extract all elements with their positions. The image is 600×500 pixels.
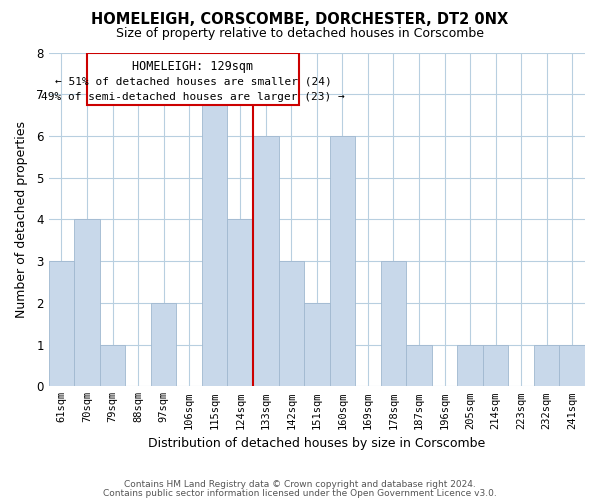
Bar [278, 261, 304, 386]
Bar [49, 261, 74, 386]
Bar [151, 303, 176, 386]
Bar [406, 344, 432, 387]
Bar [253, 136, 278, 386]
Bar [100, 344, 125, 387]
Text: HOMELEIGH, CORSCOMBE, DORCHESTER, DT2 0NX: HOMELEIGH, CORSCOMBE, DORCHESTER, DT2 0N… [91, 12, 509, 28]
Bar [457, 344, 483, 387]
Bar [227, 220, 253, 386]
Bar [329, 136, 355, 386]
Text: 49% of semi-detached houses are larger (23) →: 49% of semi-detached houses are larger (… [41, 92, 345, 102]
Bar [74, 220, 100, 386]
Y-axis label: Number of detached properties: Number of detached properties [15, 121, 28, 318]
Text: Contains HM Land Registry data © Crown copyright and database right 2024.: Contains HM Land Registry data © Crown c… [124, 480, 476, 489]
Bar [202, 94, 227, 386]
Text: HOMELEIGH: 129sqm: HOMELEIGH: 129sqm [133, 60, 254, 72]
Text: Size of property relative to detached houses in Corscombe: Size of property relative to detached ho… [116, 28, 484, 40]
Bar [87, 54, 299, 104]
Bar [559, 344, 585, 387]
Text: Contains public sector information licensed under the Open Government Licence v3: Contains public sector information licen… [103, 488, 497, 498]
Bar [483, 344, 508, 387]
Bar [380, 261, 406, 386]
Bar [534, 344, 559, 387]
X-axis label: Distribution of detached houses by size in Corscombe: Distribution of detached houses by size … [148, 437, 485, 450]
Bar [304, 303, 329, 386]
Text: ← 51% of detached houses are smaller (24): ← 51% of detached houses are smaller (24… [55, 76, 331, 86]
